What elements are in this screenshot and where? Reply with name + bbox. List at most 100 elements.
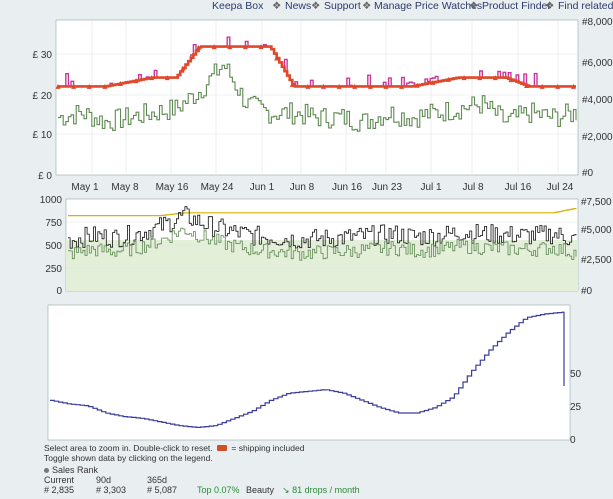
value-90d: # 3,303 [96,485,127,495]
value-current: # 2,835 [44,485,75,495]
price-axis-10: £ 10 [33,130,53,141]
rank-left-750: 750 [45,218,62,229]
price-marker [289,81,295,87]
header-365d: 365d [147,475,168,485]
price-marker [71,83,77,89]
drops-text: 81 drops / month [292,485,360,495]
rank-axis-8000: #8,000 [582,17,613,28]
header-current: Current [44,475,75,485]
price-marker [227,44,233,50]
rank-left-0: 0 [56,286,62,297]
price-axis-0: £ 0 [38,171,52,182]
rank-left-1000: 1000 [40,195,63,206]
nav-find-related[interactable]: Find related [558,0,613,12]
x-tick-jul24: Jul 24 [547,182,574,193]
drops-axis-0: 0 [570,435,576,446]
drops-axis-25: 25 [570,402,582,413]
nav-keepa-box[interactable]: Keepa Box [212,0,264,12]
price-axis-30: £ 30 [33,50,53,61]
price-marker [352,83,358,89]
price-marker [539,83,545,89]
price-marker [336,83,342,89]
price-marker [430,79,436,85]
price-marker [180,65,186,71]
value-365d: # 5,087 [147,485,178,495]
price-marker [164,75,170,81]
drops-per-month: ↘ 81 drops / month [282,485,360,495]
drops-axis-50: 50 [570,369,582,380]
x-tick-jul1: Jul 1 [420,182,442,193]
zoom-hint: Select area to zoom in. Double-click to … [44,443,213,453]
drops-series-group [50,311,565,428]
price-marker [414,82,420,88]
price-marker [492,75,498,81]
yellow-offer-line [68,208,577,217]
drops-chart-area[interactable] [47,304,571,441]
header-90d: 90d [96,475,112,485]
price-marker [367,83,373,89]
rank-axis-2000: #2,000 [582,132,613,143]
nav-news[interactable]: News [285,0,312,12]
sales-rank-title[interactable]: Sales Rank [52,465,99,475]
price-marker [133,78,139,84]
legend-hint: Toggle shown data by clicking on the leg… [44,453,213,463]
price-marker [321,83,327,89]
price-marker [524,83,530,89]
price-marker [102,83,108,89]
nav-product-finder[interactable]: Product Finder [482,0,551,12]
price-series-group [55,36,577,132]
rank-chart-green-fill [66,240,578,291]
x-tick-jun8: Jun 8 [290,182,315,193]
rank-right-2500: #2,500 [581,255,612,266]
price-marker [305,83,311,89]
rank-left-250: 250 [45,264,62,275]
x-tick-jun1: Jun 1 [250,182,275,193]
rank-right-7500: #7,500 [581,197,612,208]
rank-series-group [68,206,577,261]
chart-footer: Select area to zoom in. Double-click to … [44,443,304,463]
price-marker [383,83,389,89]
price-chart-area[interactable] [55,19,579,176]
nav-separator: ❖ [469,0,479,12]
price-marker [555,83,561,89]
x-tick-may8: May 8 [111,182,139,193]
price-marker [445,76,451,82]
price-marker [196,45,202,51]
price-marker [86,83,92,89]
rank-axis-6000: #6,000 [582,58,613,69]
bullet-icon [44,468,49,473]
rank-line-dark [68,206,577,249]
x-tick-jun23: Jun 23 [372,182,402,193]
price-marker [477,75,483,81]
price-marker [211,44,217,50]
price-marker [399,83,405,89]
x-tick-jul16: Jul 16 [505,182,532,193]
nav-manage-price-watches[interactable]: Manage Price Watches [374,0,483,12]
price-marker [570,83,576,89]
price-marker [461,75,467,81]
price-marker [117,81,123,87]
nav-separator: ❖ [545,0,555,12]
nav-separator: ❖ [272,0,282,12]
price-marker [258,44,264,50]
x-tick-may16: May 16 [156,182,189,193]
top-nav: Keepa Box ❖ News ❖ Support ❖ Manage Pric… [0,0,613,14]
amazon-price-line [58,45,576,88]
price-marker [149,75,155,81]
price-marker [274,55,280,61]
price-marker [508,77,514,83]
x-tick-may1: May 1 [71,182,99,193]
category: Beauty [246,485,275,495]
price-marker [55,83,61,89]
nav-separator: ❖ [362,0,372,12]
drops-line [50,311,565,428]
rank-axis-0: #0 [582,168,594,179]
rank-left-500: 500 [45,241,62,252]
arrow-icon: ↘ [282,485,290,495]
rank-right-5000: #5,000 [581,225,612,236]
price-axis-20: £ 20 [33,91,53,102]
rank-right-0: #0 [581,286,593,297]
nav-support[interactable]: Support [324,0,361,12]
rank-line-green [68,227,577,261]
